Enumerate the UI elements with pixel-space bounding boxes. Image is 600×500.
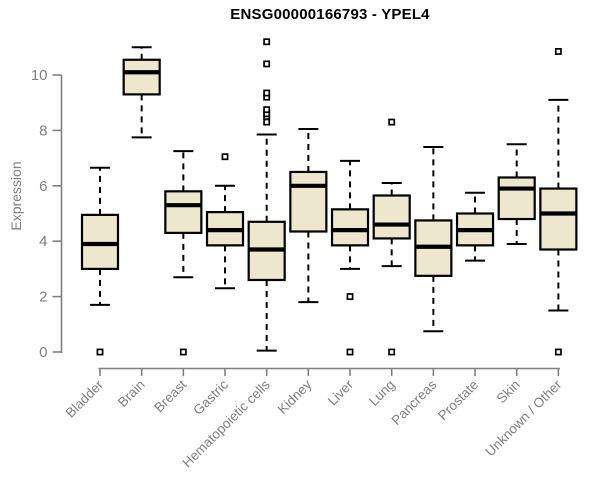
x-tick-label: Pancreas [389,377,440,428]
outlier-point [96,348,104,356]
outlier-point [263,106,271,114]
outlier-point [388,348,396,356]
y-tick-label: 4 [39,233,47,250]
x-tick-label: Unknown / Other [482,377,565,460]
boxplot-group [289,128,328,304]
y-tick-label: 8 [39,122,47,139]
outlier-point [346,348,354,356]
box-rect [289,170,328,233]
y-tick-label: 10 [31,67,48,84]
x-tick-label: Breast [151,377,189,415]
box-rect [330,208,370,247]
boxplot-group [497,143,536,245]
box-rect [122,58,161,96]
y-tick-label: 0 [39,344,47,361]
outlier-point [263,89,271,97]
x-tick-label: Gastric [190,377,231,418]
boxplot-group [205,153,245,290]
boxplot-group [455,191,495,262]
outlier-point [263,118,271,126]
y-tick-label: 6 [39,178,47,195]
outlier-point [554,348,562,356]
boxplot-group [80,166,120,356]
x-tick-label: Brain [115,377,148,410]
outlier-point [221,153,229,161]
boxplot-group [164,150,203,356]
boxplot-group [414,146,453,333]
outlier-point [263,38,271,46]
outlier-point [263,60,271,68]
boxplot-group [247,38,286,352]
x-tick-label: Kidney [275,377,315,417]
outlier-point [388,118,396,126]
box-rect [497,176,536,221]
box-rect [372,194,411,240]
chart-title: ENSG00000166793 - YPEL4 [230,6,430,23]
box-rect [164,190,203,234]
x-tick-label: Prostate [435,377,481,423]
y-tick-label: 2 [39,289,47,306]
boxplot-group [539,48,578,356]
outlier-point [179,348,187,356]
boxplot-group [122,46,161,139]
x-tick-label: Bladder [63,377,107,421]
outlier-point [554,48,562,55]
outlier-point [346,293,354,301]
y-axis: 0 2 4 6 8 10 [31,67,63,361]
x-tick-label: Liver [325,377,357,409]
x-tick-label: Lung [366,377,398,409]
boxplot-group [330,159,370,356]
boxplot-group [372,118,411,356]
x-tick-label: Skin [494,377,523,406]
box-rect [539,187,578,251]
